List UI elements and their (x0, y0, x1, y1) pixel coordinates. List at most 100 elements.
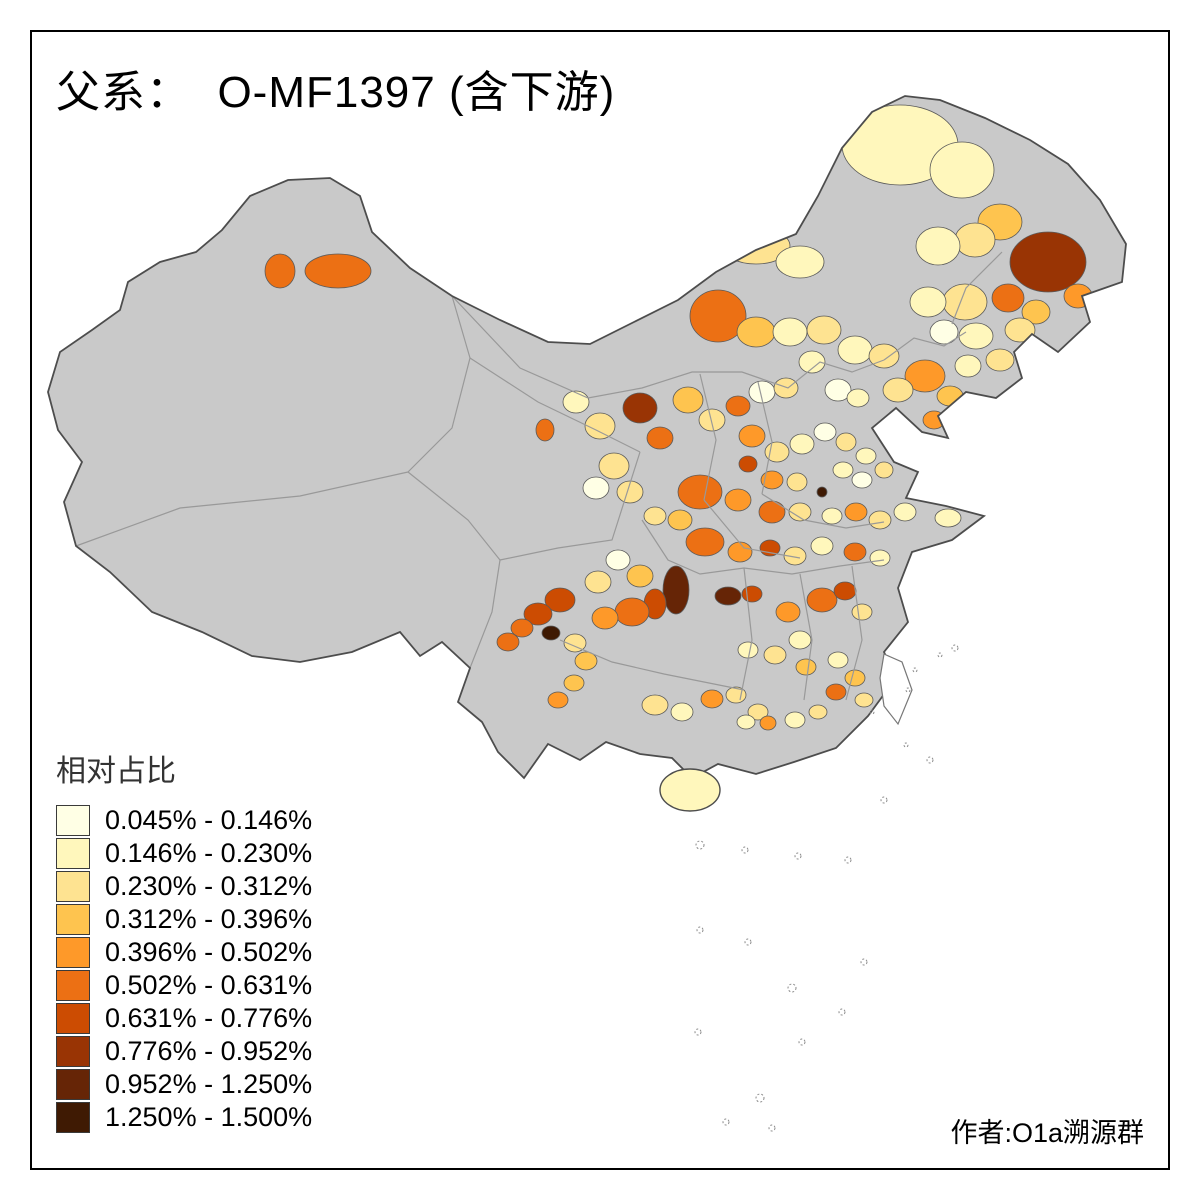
islet (696, 926, 704, 934)
map-region (535, 418, 555, 442)
prefecture-regions (264, 104, 1093, 731)
map-region (832, 461, 854, 479)
map-region (821, 507, 843, 525)
map-region (813, 422, 837, 442)
map-region (574, 651, 598, 671)
legend-items: 0.045% - 0.146% 0.146% - 0.230% 0.230% - 0… (56, 804, 312, 1134)
map-region (844, 502, 868, 522)
map-region (714, 586, 742, 606)
islet (912, 667, 918, 673)
map-region (810, 536, 834, 556)
map-region (562, 390, 590, 414)
legend-item: 0.312% - 0.396% (56, 903, 312, 936)
map-region (737, 641, 759, 659)
legend-label: 1.250% - 1.500% (105, 1102, 313, 1132)
map-region (893, 502, 917, 522)
islet (768, 1124, 776, 1132)
map-region (662, 565, 690, 615)
map-region (667, 509, 693, 531)
map-region (851, 603, 873, 621)
islet (722, 1118, 730, 1126)
map-region (646, 426, 674, 450)
map-region (510, 618, 534, 638)
legend-label: 0.776% - 0.952% (105, 1036, 313, 1066)
legend-label: 0.631% - 0.776% (105, 1003, 313, 1033)
map-region (643, 506, 667, 526)
map-region (874, 461, 894, 479)
legend-label: 0.045% - 0.146% (105, 805, 313, 835)
map-region (869, 549, 891, 567)
map-region (835, 432, 857, 452)
map-region (598, 452, 630, 480)
map-region (985, 348, 1015, 372)
legend-swatch (56, 805, 90, 836)
map-region (547, 691, 569, 709)
map-region (904, 359, 946, 393)
legend-item: 0.631% - 0.776% (56, 1002, 312, 1035)
province-borders (75, 251, 1003, 701)
map-region (496, 632, 520, 652)
map-region (868, 510, 892, 530)
map-region (806, 587, 838, 613)
map-region (698, 408, 726, 432)
map-region (741, 585, 763, 603)
map-region (954, 354, 982, 378)
legend-swatch (56, 838, 90, 869)
map-region (788, 502, 812, 522)
map-region (954, 222, 996, 258)
map-region (591, 606, 619, 630)
map-region (725, 395, 751, 417)
map-region (882, 377, 914, 403)
map-region (775, 601, 801, 623)
map-region (772, 317, 808, 347)
map-region (724, 488, 752, 512)
legend-swatch (56, 1102, 90, 1133)
islet (694, 1028, 702, 1036)
map-region (958, 322, 994, 350)
map-region (747, 703, 769, 721)
legend-item: 0.502% - 0.631% (56, 969, 312, 1002)
map-region (773, 377, 799, 399)
map-region (936, 385, 964, 407)
south-china-sea-islands (694, 644, 959, 1132)
legend-swatch (56, 1069, 90, 1100)
islet (744, 938, 752, 946)
map-region (1021, 299, 1051, 325)
author-credit: 作者:O1a溯源群 (950, 1118, 1144, 1148)
map-region (689, 289, 747, 343)
map-region (855, 447, 877, 465)
legend-title: 相对占比 (56, 755, 176, 788)
map-region (915, 226, 961, 266)
map-region (1004, 317, 1036, 343)
map-region (584, 412, 616, 440)
map-region (605, 549, 631, 571)
islet (951, 644, 959, 652)
map-region (544, 587, 576, 613)
map-region (541, 625, 561, 641)
map-region (264, 253, 296, 289)
map-region (1063, 283, 1093, 309)
map-region (854, 692, 874, 708)
map-region (616, 480, 644, 504)
map-region (727, 541, 753, 563)
map-region (929, 141, 995, 199)
legend-item: 0.952% - 1.250% (56, 1068, 312, 1101)
hainan-island (659, 768, 721, 812)
map-region (725, 686, 747, 704)
map-region (775, 245, 825, 279)
islet (905, 687, 911, 693)
map-region (795, 658, 817, 676)
map-region (1009, 231, 1087, 293)
map-region (760, 470, 784, 490)
map-region (816, 486, 828, 498)
legend-swatch (56, 871, 90, 902)
map-region (700, 689, 724, 709)
hainan-shape (659, 768, 721, 812)
map-region (783, 546, 807, 566)
page-title: 父系： O-MF1397 (含下游) (56, 68, 616, 117)
map-region (929, 319, 959, 345)
map-region (827, 651, 849, 669)
legend-label: 0.502% - 0.631% (105, 970, 313, 1000)
islet (869, 709, 875, 715)
